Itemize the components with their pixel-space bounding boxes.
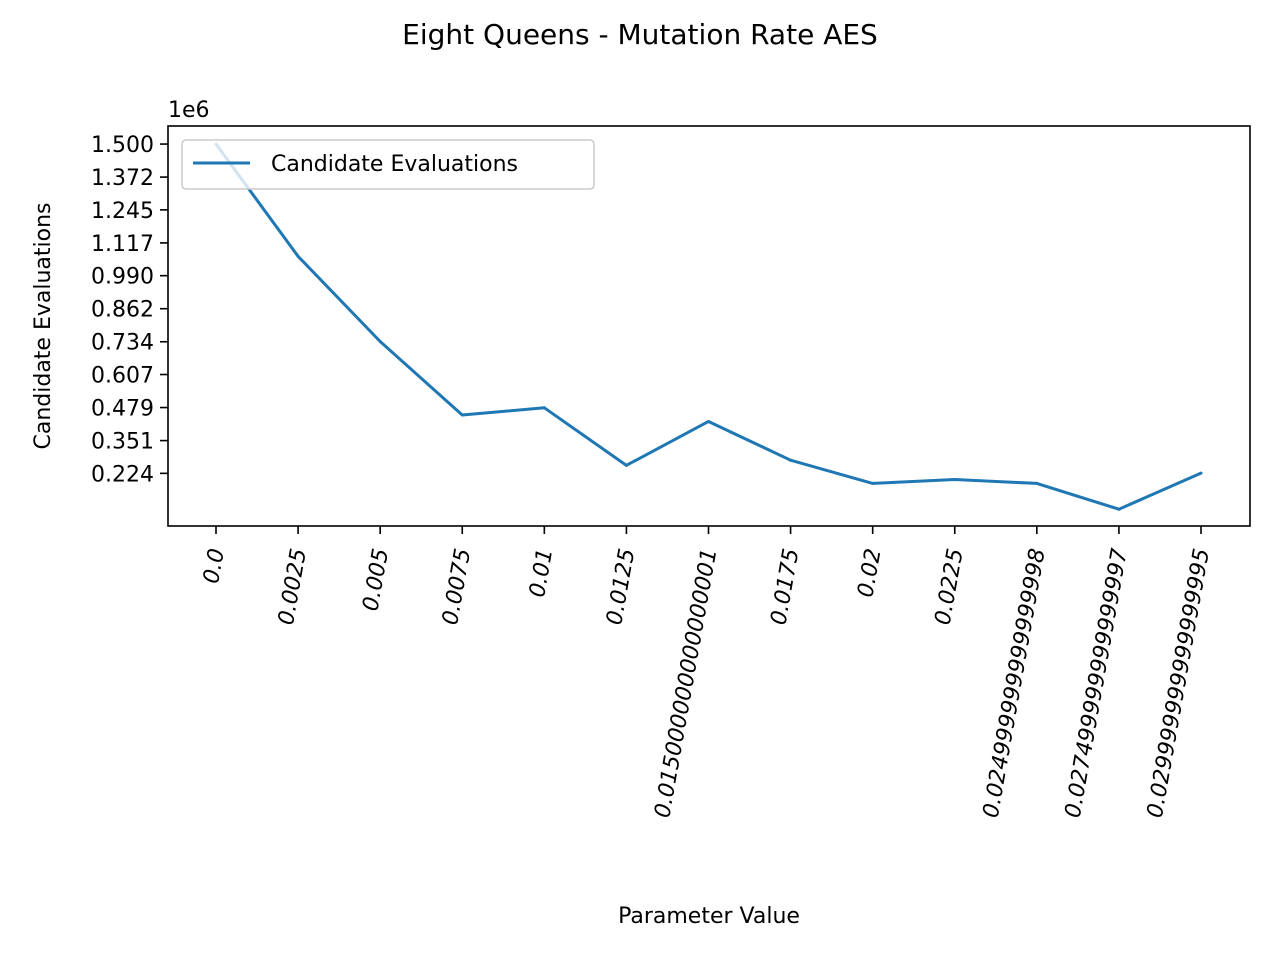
chart-title: Eight Queens - Mutation Rate AES bbox=[402, 18, 878, 51]
data-point bbox=[953, 478, 957, 482]
y-tick-label: 0.607 bbox=[91, 364, 154, 389]
y-tick-label: 0.862 bbox=[91, 298, 154, 323]
y-tick-label: 0.224 bbox=[91, 462, 154, 487]
data-point bbox=[1035, 481, 1039, 485]
data-point bbox=[871, 481, 875, 485]
data-point bbox=[789, 458, 793, 462]
y-tick-label: 1.245 bbox=[91, 199, 154, 224]
y-tick-label: 0.990 bbox=[91, 265, 154, 290]
data-point bbox=[1199, 471, 1203, 475]
legend: Candidate Evaluations bbox=[181, 139, 595, 190]
legend-box bbox=[181, 139, 595, 190]
y-tick-label: 1.500 bbox=[91, 133, 154, 158]
x-tick-label: 0.0 bbox=[199, 547, 230, 586]
y-axis-label: Candidate Evaluations bbox=[31, 202, 56, 449]
y-tick-label: 1.372 bbox=[91, 166, 154, 191]
plot-frame bbox=[167, 125, 1251, 527]
data-point bbox=[542, 406, 546, 410]
y-tick-label: 0.734 bbox=[91, 331, 154, 356]
data-point bbox=[460, 413, 464, 417]
y-tick-label: 1.117 bbox=[91, 232, 154, 257]
y-offset-label: 1e6 bbox=[168, 98, 210, 123]
data-point bbox=[1117, 507, 1121, 511]
y-tick-label: 0.479 bbox=[91, 397, 154, 422]
data-point bbox=[624, 463, 628, 467]
x-axis-label: Parameter Value bbox=[618, 904, 800, 929]
data-point bbox=[296, 254, 300, 258]
legend-label: Candidate Evaluations bbox=[271, 152, 518, 177]
data-point bbox=[378, 339, 382, 343]
y-tick-label: 0.351 bbox=[91, 430, 154, 455]
data-point bbox=[707, 419, 710, 423]
